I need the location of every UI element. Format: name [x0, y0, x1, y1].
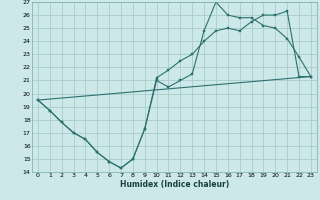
X-axis label: Humidex (Indice chaleur): Humidex (Indice chaleur)	[120, 180, 229, 189]
